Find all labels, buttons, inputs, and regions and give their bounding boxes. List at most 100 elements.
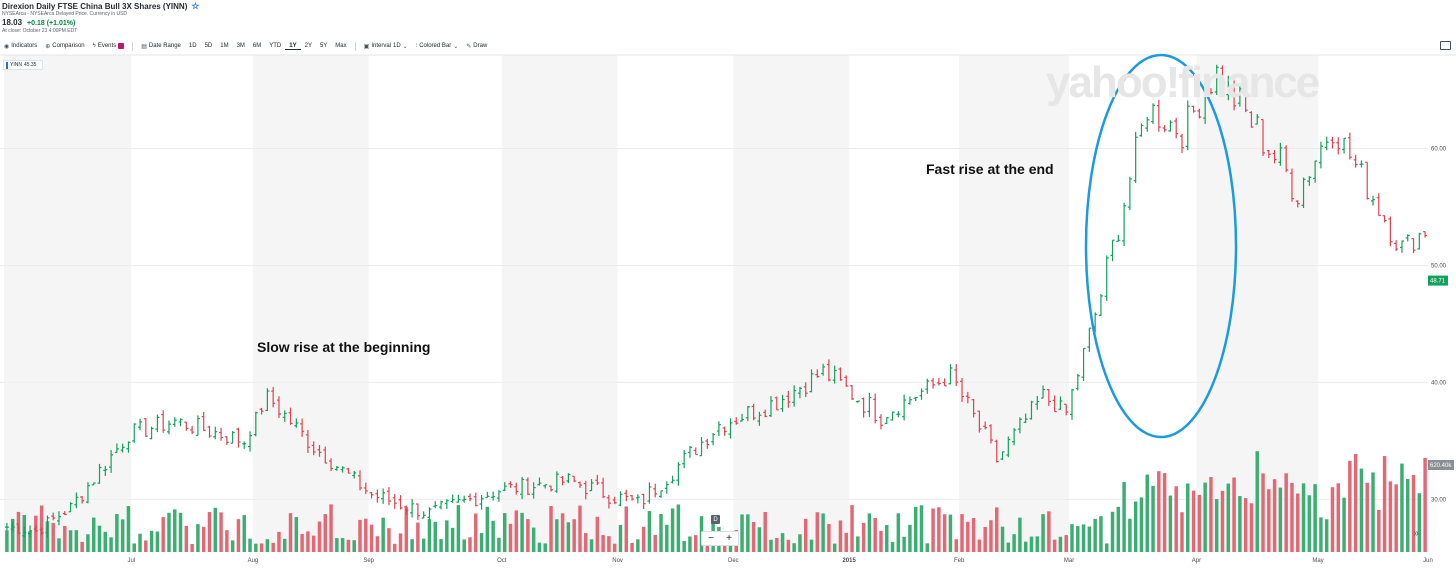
date-range-button[interactable]: ▤ Date Range — [137, 43, 185, 50]
volume-bar — [1064, 535, 1068, 552]
range-button-ytd[interactable]: YTD — [269, 42, 282, 49]
ohlc-bar — [1127, 176, 1132, 211]
volume-bar — [392, 543, 397, 552]
range-button-2y[interactable]: 2Y — [304, 42, 312, 49]
volume-bar — [931, 508, 935, 552]
volume-bar — [786, 539, 791, 552]
volume-bar — [1099, 516, 1103, 552]
ohlc-bar — [1371, 195, 1376, 206]
volume-bar — [861, 522, 866, 552]
chart-type-button[interactable]: ⫶ Colored Bar ⌄ — [412, 43, 463, 50]
ohlc-bar — [1226, 75, 1231, 101]
date-range-label: Date Range — [148, 43, 181, 49]
events-button[interactable]: ϟ Events — [89, 43, 129, 49]
range-button-3m[interactable]: 3M — [236, 42, 245, 49]
ohlc-bar — [1214, 64, 1219, 95]
interval-value: 1D — [393, 43, 401, 49]
lightning-icon: ϟ — [92, 43, 96, 49]
ohlc-bar — [496, 490, 501, 502]
ohlc-bar — [664, 481, 669, 494]
volume-bar — [1220, 490, 1225, 552]
volume-bar — [763, 511, 767, 552]
range-button-max[interactable]: Max — [335, 42, 347, 49]
range-button-1m[interactable]: 1M — [220, 42, 229, 49]
volume-bar — [427, 519, 432, 552]
volume-bar — [306, 531, 310, 552]
ohlc-bar — [687, 445, 692, 458]
volume-bar — [416, 522, 420, 552]
volume-bar — [485, 506, 490, 552]
volume-bar — [1081, 524, 1086, 552]
dividend-marker[interactable]: D — [711, 515, 720, 524]
range-button-5y[interactable]: 5Y — [319, 42, 328, 49]
range-button-5d[interactable]: 5D — [204, 42, 213, 49]
range-button-1d[interactable]: 1D — [188, 42, 197, 49]
ohlc-bar — [728, 418, 733, 439]
comparison-button[interactable]: ⊕ Comparison — [41, 43, 88, 50]
x-tick-label: Oct — [497, 558, 507, 564]
volume-bar — [445, 520, 449, 552]
draw-button[interactable]: ✎ Draw — [462, 43, 491, 50]
volume-bar — [1348, 460, 1352, 552]
volume-bar — [184, 525, 189, 552]
volume-bar — [1330, 487, 1335, 552]
ohlc-bar — [560, 475, 565, 486]
volume-bar — [601, 535, 605, 552]
interval-button[interactable]: ▣ Interval 1D ⌄ — [360, 43, 412, 50]
ohlc-bar — [485, 491, 490, 499]
range-button-6m[interactable]: 6M — [252, 42, 262, 49]
zoom-in-button[interactable]: + — [726, 533, 732, 544]
ohlc-bar — [960, 377, 965, 402]
volume-bar — [300, 534, 304, 552]
volume-bar — [937, 507, 941, 552]
ohlc-bar — [56, 511, 61, 526]
ohlc-bar — [925, 378, 930, 394]
volume-bar — [178, 512, 183, 552]
ohlc-bar — [1017, 417, 1022, 434]
ohlc-bar — [815, 369, 820, 378]
ohlc-bar — [1110, 239, 1115, 262]
ohlc-bar — [120, 443, 125, 453]
volume-bar — [1382, 456, 1387, 552]
pencil-icon: ✎ — [466, 43, 472, 50]
volume-bar — [10, 518, 15, 552]
fullscreen-icon[interactable] — [1440, 41, 1451, 50]
ohlc-bar — [873, 393, 878, 424]
volume-bar — [694, 535, 698, 552]
volume-bar — [682, 541, 686, 552]
range-button-1y[interactable]: 1Y — [285, 43, 301, 50]
ohlc-bar — [792, 385, 797, 407]
x-tick-label: Sep — [363, 558, 374, 564]
bar-chart-icon: ⫶ — [415, 42, 418, 49]
volume-bar — [966, 521, 970, 552]
ohlc-bar — [109, 449, 114, 473]
ohlc-bar — [572, 475, 577, 483]
ohlc-bar — [763, 409, 768, 418]
volume-bar — [653, 534, 657, 552]
star-icon[interactable]: ☆ — [191, 1, 200, 11]
ohlc-bar — [757, 411, 762, 426]
month-band — [252, 55, 369, 552]
indicators-label: Indicators — [11, 43, 38, 49]
symbol-legend[interactable]: YINN 45.35 — [3, 60, 43, 70]
ohlc-bar — [161, 410, 166, 433]
zoom-out-button[interactable]: − — [708, 533, 714, 544]
indicators-button[interactable]: ◉ Indicators — [0, 43, 41, 50]
ohlc-bar — [1220, 65, 1225, 94]
ohlc-bar — [1156, 99, 1161, 132]
ohlc-bar — [444, 499, 449, 509]
volume-bar — [265, 539, 270, 552]
chart-toolbar: ◉ Indicators ⊕ Comparison ϟ Events ▤ Date Ra… — [0, 40, 1456, 52]
volume-bar — [549, 505, 553, 552]
y-tick-label: 30.00 — [1431, 497, 1447, 503]
ohlc-bar — [1087, 327, 1092, 352]
volume-bar — [80, 541, 84, 552]
ohlc-bar — [954, 364, 959, 386]
volume-bar — [942, 514, 947, 552]
y-axis: 60.00 50.00 40.00 30.00 — [1431, 147, 1447, 504]
scroll-right-icon[interactable]: » — [1413, 527, 1419, 539]
ohlc-bar — [1029, 400, 1034, 420]
volume-bar — [51, 522, 55, 552]
volume-bar — [989, 520, 993, 552]
